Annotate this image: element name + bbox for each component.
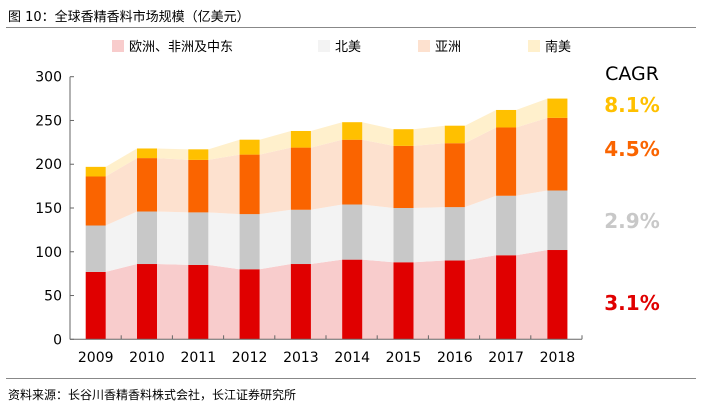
bar-2014-1 bbox=[342, 204, 363, 260]
bar-2013-1 bbox=[290, 209, 311, 265]
y-tick-label: 0 bbox=[53, 332, 62, 348]
bar-2014-0 bbox=[342, 259, 363, 340]
cagr-label: 3.1% bbox=[604, 291, 659, 315]
bar-2010-1 bbox=[137, 211, 157, 265]
bar-2015-3 bbox=[393, 129, 414, 146]
legend-label: 亚洲 bbox=[435, 40, 461, 55]
x-tick-label: 2011 bbox=[180, 350, 216, 366]
bar-2017-2 bbox=[496, 127, 517, 196]
bar-2017-3 bbox=[496, 109, 517, 128]
bar-2018-0 bbox=[547, 250, 568, 340]
bar-2013-2 bbox=[290, 147, 311, 210]
cagr-label: 2.9% bbox=[604, 209, 659, 233]
bar-2010-3 bbox=[137, 148, 157, 159]
cagr-label: 8.1% bbox=[604, 93, 659, 117]
bar-2010-2 bbox=[137, 158, 157, 212]
bar-2014-2 bbox=[342, 139, 363, 205]
bar-2009-1 bbox=[85, 225, 106, 272]
bar-2015-0 bbox=[393, 262, 414, 340]
x-tick-label: 2015 bbox=[386, 350, 422, 366]
bar-2018-1 bbox=[547, 190, 568, 251]
bar-2013-3 bbox=[290, 130, 311, 148]
bar-2010-0 bbox=[137, 264, 157, 340]
x-tick-label: 2017 bbox=[488, 350, 524, 366]
x-tick-label: 2018 bbox=[540, 350, 576, 366]
x-tick-label: 2013 bbox=[283, 350, 319, 366]
bar-2018-2 bbox=[547, 117, 568, 191]
legend-swatch bbox=[318, 40, 330, 52]
x-tick-label: 2010 bbox=[129, 350, 165, 366]
y-tick-label: 300 bbox=[35, 70, 62, 86]
bar-2012-0 bbox=[239, 269, 260, 340]
y-tick-label: 200 bbox=[35, 157, 62, 173]
title-divider bbox=[6, 27, 696, 28]
bar-2018-3 bbox=[547, 98, 568, 118]
bar-2011-1 bbox=[188, 212, 209, 265]
source-divider bbox=[6, 378, 696, 379]
y-tick-label: 150 bbox=[35, 201, 62, 217]
bar-2015-1 bbox=[393, 208, 414, 263]
x-tick-label: 2009 bbox=[78, 350, 114, 366]
legend-swatch bbox=[528, 40, 540, 52]
bar-2013-0 bbox=[290, 264, 311, 340]
figure-title: 图 10：全球香精香料市场规模（亿美元） bbox=[8, 10, 250, 25]
x-tick-label: 2014 bbox=[334, 350, 370, 366]
legend-label: 欧洲、非洲及中东 bbox=[129, 40, 233, 55]
legend-label: 北美 bbox=[335, 40, 361, 55]
bar-2009-3 bbox=[85, 166, 106, 177]
bar-2016-2 bbox=[444, 143, 465, 208]
source-note: 资料来源：长谷川香精香料株式会社，长江证券研究所 bbox=[8, 388, 297, 402]
legend-label: 南美 bbox=[545, 39, 571, 55]
y-tick-label: 50 bbox=[44, 289, 62, 305]
y-tick-label: 100 bbox=[35, 245, 62, 261]
bar-2015-2 bbox=[393, 145, 414, 208]
x-tick-label: 2016 bbox=[437, 350, 473, 366]
bar-2016-0 bbox=[444, 260, 465, 340]
x-tick-label: 2012 bbox=[232, 350, 268, 366]
legend-swatch bbox=[112, 40, 124, 52]
bar-2016-1 bbox=[444, 207, 465, 261]
area-3 bbox=[105, 98, 568, 177]
bar-2017-1 bbox=[496, 195, 517, 256]
bar-2011-3 bbox=[188, 149, 209, 160]
cagr-label: 4.5% bbox=[604, 137, 659, 161]
bar-2009-0 bbox=[85, 271, 106, 340]
bar-2011-0 bbox=[188, 264, 209, 340]
y-tick-label: 250 bbox=[35, 113, 62, 129]
bar-2012-1 bbox=[239, 214, 260, 270]
cagr-title: CAGR bbox=[605, 63, 659, 85]
bar-2009-2 bbox=[85, 176, 106, 226]
bar-2016-3 bbox=[444, 125, 465, 144]
bar-2012-3 bbox=[239, 139, 260, 155]
bar-2014-3 bbox=[342, 122, 363, 140]
bar-2011-2 bbox=[188, 159, 209, 213]
bar-2012-2 bbox=[239, 154, 260, 215]
bar-2017-0 bbox=[496, 255, 517, 340]
legend-swatch bbox=[418, 40, 430, 52]
